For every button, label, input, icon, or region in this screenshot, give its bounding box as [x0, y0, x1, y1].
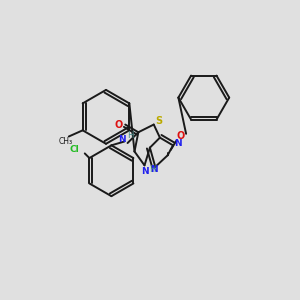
Text: O: O: [114, 120, 122, 130]
Text: N: N: [118, 136, 126, 145]
Text: H: H: [149, 165, 155, 174]
Text: N: N: [150, 165, 158, 174]
Text: Cl: Cl: [69, 145, 79, 154]
Text: N: N: [141, 167, 148, 176]
Text: H: H: [128, 131, 134, 140]
Text: N: N: [174, 139, 182, 148]
Text: O: O: [177, 131, 185, 141]
Text: CH₃: CH₃: [59, 137, 73, 146]
Text: S: S: [155, 116, 162, 126]
